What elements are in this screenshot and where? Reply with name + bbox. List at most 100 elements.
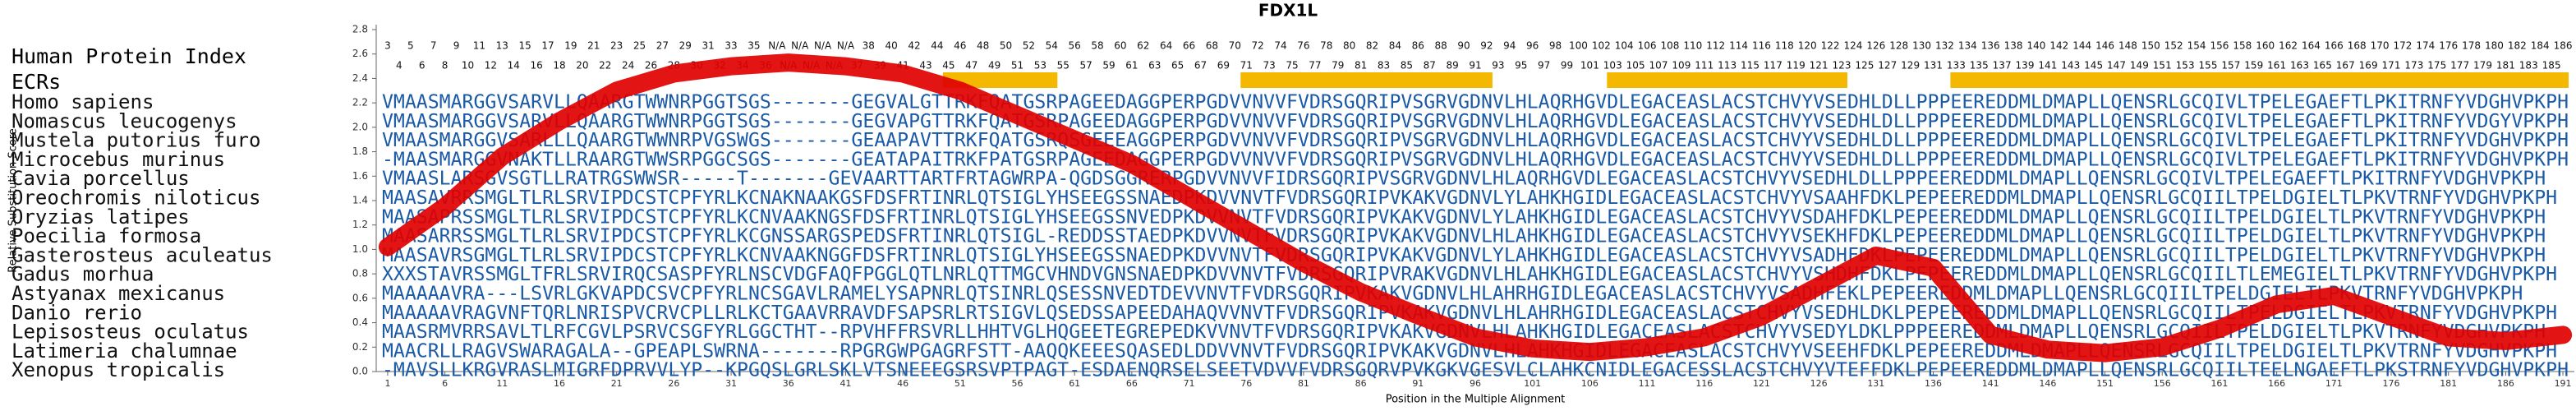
human-index-label: 108 [1660,40,1679,52]
human-index-label: 153 [2176,60,2195,72]
human-index-label: 117 [1764,60,1782,72]
x-tick-label: 191 [2555,378,2572,389]
human-index-label: 7 [430,40,437,52]
y-tick-label: 1.8 [352,145,368,157]
human-index-label: 178 [2462,40,2481,52]
y-tick-label: 0.4 [352,316,368,328]
x-tick-label: 111 [1639,378,1656,389]
human-index-label: 169 [2359,60,2378,72]
human-index-label: 5 [407,40,414,52]
human-index-label: 21 [587,40,600,52]
x-tick-label: 101 [1524,378,1541,389]
y-tick-label: 2.4 [352,72,368,84]
row-header: Human Protein Index [12,44,246,68]
human-index-label: 14 [508,60,520,72]
y-tick-label: 0.6 [352,292,368,303]
human-index-label: 73 [1263,60,1275,72]
sequence: VMAASMARGGVSARVLLQAARGTWWNRPGGTSGS------… [382,92,2569,113]
human-index-label: 123 [1833,60,1852,72]
human-index-label: 121 [1810,60,1828,72]
human-index-label: 140 [2026,40,2045,52]
human-index-label: 118 [1775,40,1794,52]
human-index-label: 10 [462,60,474,72]
x-tick-label: 46 [897,378,908,389]
human-index-label: 62 [1137,40,1149,52]
sequence: MAASAPRSSMGLTLRLSRVIPDCSTCPFYRLKCNVAAKNG… [382,206,2546,228]
sequence: -MAVSLLKRGVRASLMIGRFDPRVVLYP--KPGQSLGRLS… [382,360,2569,381]
x-tick-label: 1 [384,378,390,389]
human-index-label: 82 [1366,40,1378,52]
human-index-label: 87 [1424,60,1436,72]
human-index-label: 138 [2004,40,2023,52]
human-index-label: 147 [2107,60,2126,72]
human-index-label: 150 [2141,40,2160,52]
x-tick-label: 136 [1925,378,1942,389]
human-index-label: 15 [519,40,531,52]
species-name: Poecilia formosa [12,224,201,247]
x-tick-label: 181 [2440,378,2457,389]
human-index-label: N/A [791,40,809,52]
human-index-label: 98 [1549,40,1562,52]
x-tick-label: 61 [1069,378,1080,389]
x-axis-label: Position in the Multiple Alignment [1386,394,1566,406]
ecr-box [1950,72,2569,88]
human-index-label: 186 [2554,40,2573,52]
species-name: Xenopus tropicalis [12,358,225,381]
human-index-label: 59 [1102,60,1115,72]
human-index-label: 113 [1718,60,1736,72]
x-tick-label: 146 [2039,378,2056,389]
human-index-label: 88 [1435,40,1447,52]
human-index-label: 159 [2244,60,2263,72]
human-index-label: 70 [1229,40,1241,52]
human-index-label: 128 [1889,40,1908,52]
human-index-label: 19 [564,40,577,52]
human-index-label: 93 [1492,60,1504,72]
human-index-label: 176 [2439,40,2458,52]
human-index-label: 85 [1401,60,1413,72]
human-index-label: 161 [2267,60,2286,72]
x-tick-label: 56 [1012,378,1024,389]
human-index-label: 115 [1741,60,1760,72]
x-tick-label: 6 [442,378,448,389]
human-index-label: 131 [1924,60,1943,72]
x-tick-label: 156 [2154,378,2171,389]
sequence: MAASAVRRSMGLTLRLSRVIPDCSTCPFYRLKCNAKNAAK… [382,187,2557,209]
human-index-label: 102 [1592,40,1611,52]
human-index-label: 92 [1480,40,1493,52]
human-index-label: 95 [1515,60,1527,72]
human-index-label: 184 [2531,40,2550,52]
human-index-label: 181 [2496,60,2515,72]
y-tick-label: 2.6 [352,48,368,59]
species-name: Danio rerio [12,301,142,324]
human-index-label: 48 [977,40,989,52]
human-index-label: 101 [1580,60,1599,72]
human-index-label: 78 [1320,40,1332,52]
x-tick-label: 36 [783,378,794,389]
human-index-label: 40 [886,40,898,52]
human-index-label: 136 [1981,40,2000,52]
human-index-label: 105 [1626,60,1645,72]
human-index-label: 58 [1091,40,1103,52]
species-name: Nomascus leucogenys [12,109,237,132]
human-index-label: 156 [2210,40,2229,52]
ecr-label: ECRs [12,70,61,94]
human-index-label: 23 [610,40,623,52]
x-tick-label: 126 [1810,378,1828,389]
human-index-label: 139 [2016,60,2035,72]
species-name: Cavia porcellus [12,167,190,190]
human-index-label: 149 [2130,60,2149,72]
human-index-label: 81 [1355,60,1367,72]
human-index-label: 124 [1843,40,1862,52]
human-index-label: 104 [1615,40,1634,52]
human-index-label: 165 [2313,60,2332,72]
y-tick-label: 1.2 [352,219,368,230]
human-index-label: 8 [442,60,448,72]
human-index-label: 68 [1206,40,1218,52]
human-index-label: 177 [2450,60,2469,72]
human-index-label: 134 [1958,40,1977,52]
sequence: -MAASMARGGVNAKTLLRAARGTWWSRPGGCSGS------… [382,149,2569,170]
x-tick-label: 51 [954,378,966,389]
human-index-label: 84 [1389,40,1401,52]
score-line [378,53,2573,363]
human-index-label: 20 [576,60,588,72]
